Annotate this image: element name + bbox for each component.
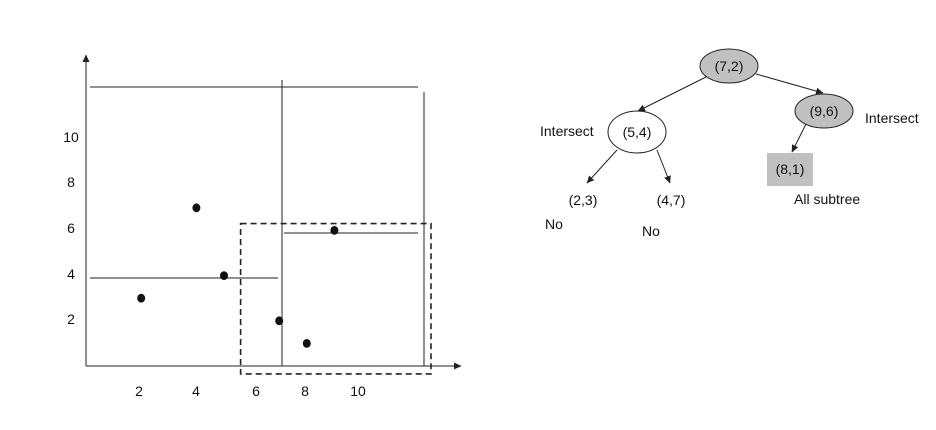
x-tick-labels: 2 4 6 8 10	[135, 383, 366, 399]
tree-node-root	[699, 48, 759, 84]
query-region	[239, 222, 432, 375]
data-point	[275, 316, 284, 326]
partition-plot: 2 4 6 8 10 2 4 6 8 10	[63, 54, 462, 399]
data-point	[302, 339, 311, 348]
data-point	[137, 293, 146, 303]
y-tick-label: 4	[67, 266, 75, 282]
tree-node-left	[607, 110, 667, 154]
tree-leaf-left-left-status: No	[545, 216, 563, 232]
kd-tree: (7,2) (5,4) Intersect (9,6) Intersect (2…	[540, 48, 919, 239]
y-tick-labels: 2 4 6 8 10	[63, 129, 79, 327]
data-point	[220, 271, 228, 280]
tree-node-root-label: (7,2)	[715, 58, 744, 74]
tree-node-right-label: (9,6)	[810, 103, 839, 119]
tree-node-right-left	[767, 153, 813, 186]
data-point	[192, 203, 201, 213]
edge-left-leftchild	[586, 149, 618, 184]
tree-leaf-left-right-status: No	[642, 223, 660, 239]
edge-right-leftchild	[791, 123, 807, 153]
edge-root-right	[755, 73, 824, 95]
x-tick-label: 6	[252, 383, 260, 399]
edge-left-rightchild	[656, 149, 671, 184]
x-tick-label: 10	[350, 383, 366, 399]
y-tick-label: 2	[67, 311, 75, 327]
tree-node-right	[794, 93, 854, 129]
tree-node-right-left-status: All subtree	[794, 191, 860, 207]
x-tick-label: 2	[135, 383, 143, 399]
tree-leaf-left-right-label: (4,7)	[657, 192, 686, 208]
x-tick-label: 4	[192, 383, 200, 399]
tree-leaf-left-left-label: (2,3)	[569, 192, 598, 208]
edge-root-left	[637, 76, 707, 112]
y-tick-label: 10	[63, 129, 79, 145]
y-tick-label: 8	[67, 174, 75, 190]
data-points	[137, 203, 339, 348]
tree-node-left-label: (5,4)	[623, 124, 652, 140]
data-point	[330, 226, 339, 235]
tree-node-left-status: Intersect	[540, 123, 594, 139]
tree-node-right-status: Intersect	[865, 110, 919, 126]
y-tick-label: 6	[67, 220, 75, 236]
x-tick-label: 8	[301, 383, 309, 399]
tree-node-right-left-label: (8,1)	[776, 161, 805, 177]
